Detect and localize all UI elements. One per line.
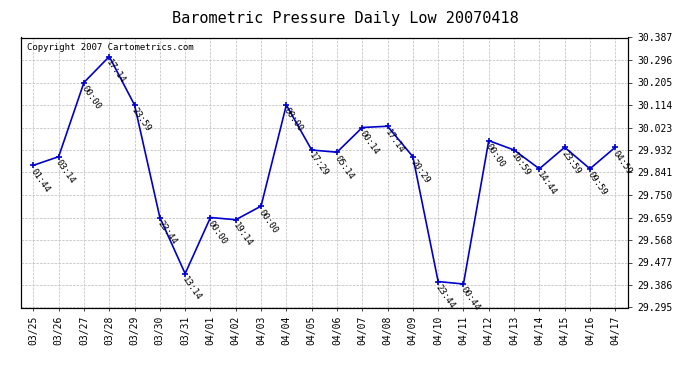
Text: 01:44: 01:44 <box>29 167 52 194</box>
Text: 00:00: 00:00 <box>79 84 102 111</box>
Text: 00:00: 00:00 <box>484 142 507 169</box>
Text: 19:14: 19:14 <box>231 221 254 248</box>
Text: 00:00: 00:00 <box>282 106 304 134</box>
Text: 00:00: 00:00 <box>257 207 279 235</box>
Text: 13:14: 13:14 <box>181 275 204 302</box>
Text: 00:00: 00:00 <box>206 219 228 246</box>
Text: 17:14: 17:14 <box>383 128 406 155</box>
Text: 23:59: 23:59 <box>130 106 152 134</box>
Text: 20:29: 20:29 <box>408 158 431 185</box>
Text: 03:14: 03:14 <box>54 158 77 185</box>
Text: Copyright 2007 Cartometrics.com: Copyright 2007 Cartometrics.com <box>27 43 193 52</box>
Text: 09:59: 09:59 <box>585 170 608 197</box>
Text: 04:59: 04:59 <box>611 148 633 176</box>
Text: 23:59: 23:59 <box>560 148 583 176</box>
Text: Barometric Pressure Daily Low 20070418: Barometric Pressure Daily Low 20070418 <box>172 11 518 26</box>
Text: 00:44: 00:44 <box>459 285 482 313</box>
Text: 23:44: 23:44 <box>155 219 178 246</box>
Text: 17:29: 17:29 <box>307 152 330 178</box>
Text: 17:14: 17:14 <box>105 58 128 85</box>
Text: 16:59: 16:59 <box>509 152 532 178</box>
Text: 14:44: 14:44 <box>535 170 558 197</box>
Text: 05:14: 05:14 <box>333 154 355 181</box>
Text: 23:44: 23:44 <box>433 283 456 310</box>
Text: 00:14: 00:14 <box>357 129 380 156</box>
